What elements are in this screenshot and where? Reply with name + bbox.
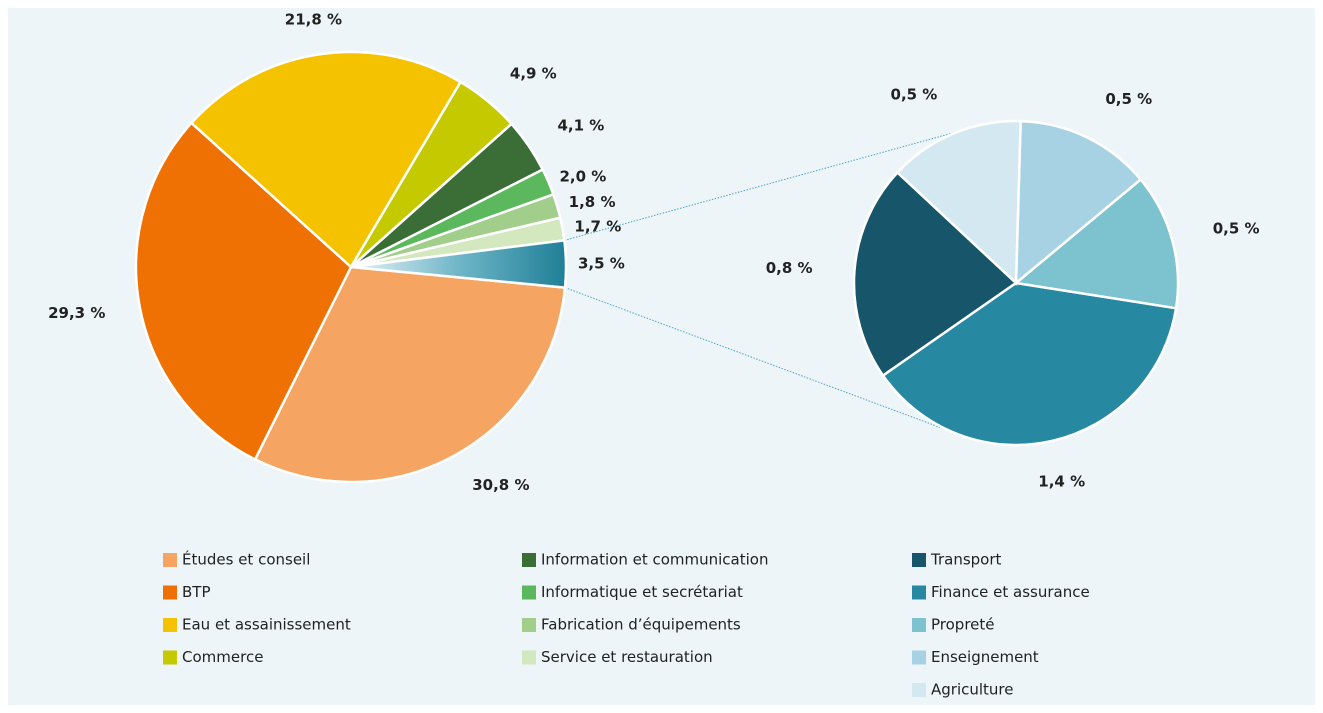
legend-swatch: [163, 585, 177, 600]
legend-label: Fabrication d’équipements: [541, 616, 741, 634]
value-label: 1,7 %: [574, 217, 621, 235]
legend-label: Informatique et secrétariat: [541, 583, 743, 601]
legend-swatch: [912, 650, 926, 665]
connector: [564, 130, 961, 241]
value-label: 4,9 %: [510, 64, 557, 82]
value-label: 29,3 %: [48, 304, 105, 322]
pie-slice: [253, 265, 567, 484]
legend-label: Eau et assainissement: [182, 616, 351, 634]
legend-label: Finance et assurance: [931, 583, 1090, 601]
legend-swatch: [912, 585, 926, 600]
legend-label: Information et communication: [541, 551, 768, 569]
value-label: 0,8 %: [766, 259, 813, 277]
legend-label: Propreté: [931, 616, 995, 634]
value-label: 3,5 %: [578, 254, 625, 272]
legend-label: Agriculture: [931, 681, 1014, 699]
pie-slice: [189, 50, 463, 269]
legend-swatch: [163, 618, 177, 632]
legend-swatch: [522, 553, 536, 567]
value-label: 0,5 %: [891, 85, 938, 103]
legend-swatch: [912, 683, 926, 697]
legend-label: Études et conseil: [182, 550, 310, 569]
pie-slice: [895, 119, 1022, 286]
value-label: 2,0 %: [559, 168, 606, 186]
pie-slice: [1014, 119, 1143, 286]
value-label: 1,8 %: [569, 193, 616, 211]
value-label: 1,4 %: [1038, 472, 1085, 490]
pie-slice: [1013, 177, 1180, 310]
value-label: 4,1 %: [557, 117, 604, 135]
pie-slice: [852, 170, 1018, 378]
value-label: 0,5 %: [1105, 90, 1152, 108]
pie-slice-other: [350, 238, 568, 289]
legend-label: BTP: [182, 583, 211, 601]
value-label: 30,8 %: [472, 476, 529, 494]
pie-slice: [881, 281, 1178, 447]
legend-label: Enseignement: [931, 648, 1039, 666]
pie-slice: [134, 121, 353, 462]
legend-swatch: [522, 585, 536, 600]
legend-swatch: [522, 618, 536, 632]
legend-swatch: [522, 650, 536, 665]
legend-label: Transport: [930, 551, 1002, 569]
legend-label: Commerce: [182, 648, 263, 666]
value-label: 0,5 %: [1213, 219, 1260, 237]
legend-swatch: [163, 650, 177, 665]
legend-swatch: [912, 553, 926, 567]
legend-swatch: [163, 553, 177, 567]
connectors: [564, 130, 961, 433]
legend-label: Service et restauration: [541, 648, 713, 666]
value-label: 21,8 %: [285, 10, 342, 28]
legend-swatch: [912, 618, 926, 632]
